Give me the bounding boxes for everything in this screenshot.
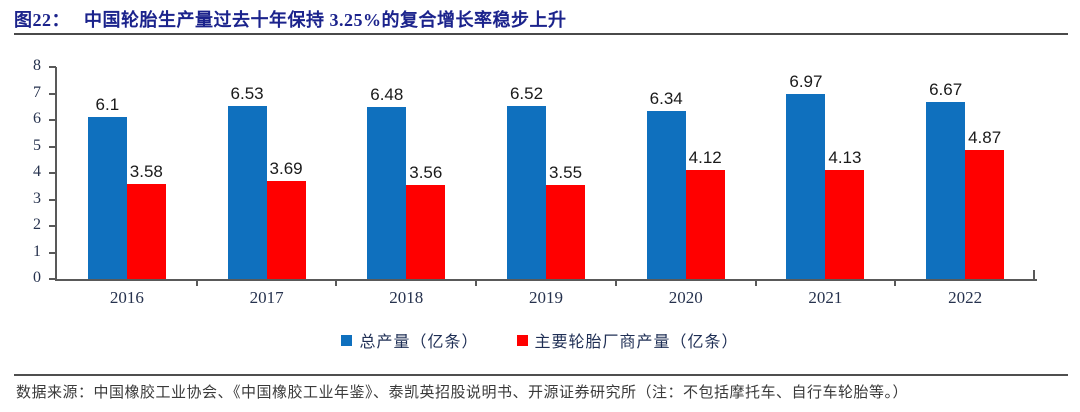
x-axis-end-tick bbox=[1033, 270, 1035, 279]
bar-value-label: 6.53 bbox=[230, 83, 264, 103]
legend-item: 总产量（亿条） bbox=[341, 328, 478, 352]
bar-major-manufacturers bbox=[685, 169, 725, 279]
x-axis-tick bbox=[475, 281, 478, 286]
y-axis-tick-label: 3 bbox=[33, 189, 41, 207]
x-axis-tick bbox=[195, 281, 198, 286]
bar-value-label: 4.13 bbox=[828, 147, 862, 167]
bar-total-production bbox=[507, 106, 546, 279]
bar-major-manufacturers bbox=[965, 149, 1005, 279]
y-axis-tick-label: 7 bbox=[33, 83, 41, 101]
footer-divider bbox=[14, 374, 1068, 376]
bar-value-label: 3.55 bbox=[548, 162, 583, 182]
x-axis-tick bbox=[894, 281, 897, 286]
y-axis-tick bbox=[49, 198, 56, 201]
y-axis-tick bbox=[49, 225, 56, 227]
y-axis-tick-label: 8 bbox=[33, 57, 41, 74]
x-axis-category-label: 2016 bbox=[109, 288, 144, 307]
source-note: 数据来源：中国橡胶工业协会、《中国橡胶工业年鉴》、泰凯英招股说明书、开源证券研究… bbox=[16, 385, 909, 401]
x-axis-line bbox=[55, 279, 1037, 281]
chart-legend: 总产量（亿条） 主要轮胎厂商产量（亿条） bbox=[0, 328, 1080, 352]
y-axis-tick bbox=[49, 66, 56, 68]
bar-major-manufacturers bbox=[406, 184, 446, 279]
y-axis-line bbox=[55, 67, 57, 281]
y-axis-tick bbox=[49, 145, 56, 148]
bar-total-production bbox=[786, 94, 826, 279]
y-axis-tick bbox=[49, 251, 56, 254]
legend-label: 主要轮胎厂商产量（亿条） bbox=[534, 334, 739, 351]
bar-total-production bbox=[926, 102, 966, 279]
bar-value-label: 6.1 bbox=[95, 95, 120, 115]
y-axis-tick bbox=[49, 119, 56, 121]
bar-major-manufacturers bbox=[546, 184, 585, 279]
legend-label: 总产量（亿条） bbox=[359, 334, 479, 351]
y-axis-tick-label: 2 bbox=[33, 216, 41, 233]
bar-major-manufacturers bbox=[126, 184, 166, 279]
bar-value-label: 6.48 bbox=[370, 85, 404, 105]
figure-title-text: 中国轮胎生产量过去十年保持 3.25%的复合增长率稳步上升 bbox=[84, 10, 567, 30]
legend-swatch-icon bbox=[341, 334, 353, 346]
x-axis-category-label: 2020 bbox=[668, 288, 703, 307]
bar-total-production bbox=[646, 110, 686, 279]
bar-value-label: 4.87 bbox=[968, 127, 1002, 147]
y-axis-tick bbox=[49, 92, 56, 95]
bar-value-label: 3.69 bbox=[269, 159, 303, 179]
title-divider bbox=[14, 33, 1068, 35]
bar-value-label: 6.67 bbox=[929, 80, 963, 100]
bar-major-manufacturers bbox=[825, 169, 865, 279]
x-axis-category-label: 2018 bbox=[389, 288, 424, 307]
x-axis-category-label: 2019 bbox=[529, 288, 563, 307]
y-axis-tick-label: 1 bbox=[33, 242, 41, 260]
bar-value-label: 6.34 bbox=[649, 88, 683, 108]
bar-value-label: 6.97 bbox=[789, 72, 823, 92]
bar-value-label: 3.56 bbox=[409, 162, 443, 182]
y-axis-tick-label: 4 bbox=[33, 163, 41, 180]
x-axis-tick bbox=[335, 281, 338, 286]
bar-major-manufacturers bbox=[266, 181, 306, 279]
y-axis-tick bbox=[49, 172, 56, 174]
y-axis-tick-label: 5 bbox=[33, 136, 41, 154]
bar-value-label: 3.58 bbox=[129, 162, 163, 182]
bar-value-label: 4.12 bbox=[688, 147, 722, 167]
bar-total-production bbox=[227, 105, 267, 279]
y-axis-tick bbox=[49, 278, 56, 280]
legend-item: 主要轮胎厂商产量（亿条） bbox=[516, 328, 739, 352]
bar-total-production bbox=[87, 117, 127, 279]
x-axis-category-label: 2021 bbox=[808, 288, 843, 307]
legend-swatch-icon bbox=[516, 334, 528, 346]
y-axis-tick-label: 6 bbox=[33, 110, 41, 127]
x-axis-category-label: 2022 bbox=[948, 288, 983, 307]
x-axis-tick bbox=[614, 281, 617, 286]
x-axis-category-label: 2017 bbox=[249, 288, 284, 307]
figure-number-label: 图22： bbox=[14, 10, 70, 30]
bar-chart-plot-area: 0 1 2 3 4 5 6 7 8 6.1 3.58 2016 6.53 3.69 2017 6.48 3.56… bbox=[33, 57, 1037, 307]
bar-value-label: 6.52 bbox=[509, 84, 544, 104]
bar-total-production bbox=[367, 107, 407, 279]
x-axis-tick bbox=[754, 281, 757, 286]
figure-title: 图22： 中国轮胎生产量过去十年保持 3.25%的复合增长率稳步上升 bbox=[14, 6, 567, 32]
y-axis-tick-label: 0 bbox=[33, 269, 41, 286]
